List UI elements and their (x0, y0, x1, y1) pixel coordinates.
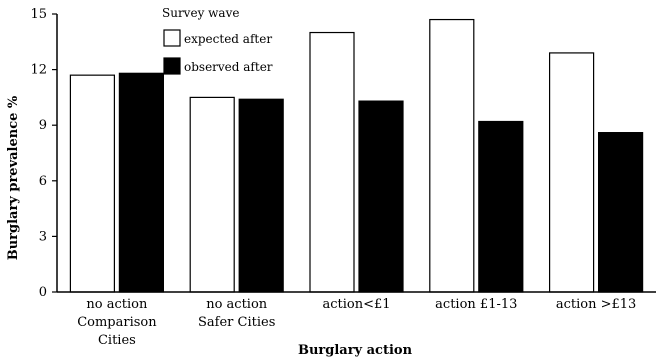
bar-expected (69, 74, 116, 293)
bar-observed (478, 120, 524, 293)
x-category-label-line: action<£1 (322, 297, 390, 312)
x-category-label: action >£13 (556, 297, 636, 312)
bars (69, 18, 644, 293)
x-category-label-line: no action (206, 297, 268, 312)
legend-swatch-expected (163, 29, 181, 47)
x-category-label-line: no action (86, 297, 148, 312)
x-category-label-line: Safer Cities (198, 315, 275, 330)
x-axis-category-labels: no action Comparison Cities no action Safer … (77, 297, 636, 348)
bar-expected (189, 96, 235, 293)
x-category-label-line: action >£13 (556, 297, 636, 312)
x-category-label: no action Safer Cities (198, 297, 275, 330)
bar-observed (238, 98, 284, 293)
legend-label-observed: observed after (184, 60, 273, 74)
x-category-label: action £1-13 (435, 297, 517, 312)
x-category-label-line: Cities (98, 333, 136, 348)
legend: Survey wave expected after observed afte… (162, 6, 273, 75)
x-category-label: action<£1 (322, 297, 390, 312)
y-tick-label: 15 (30, 7, 47, 22)
bar-expected (429, 18, 475, 293)
bar-observed (597, 132, 644, 293)
legend-label-expected: expected after (184, 32, 272, 46)
x-category-label-line: Comparison (77, 315, 157, 330)
y-tick-label: 0 (39, 285, 47, 300)
x-category-label-line: action £1-13 (435, 297, 517, 312)
legend-swatch-observed (163, 57, 181, 75)
y-tick-label: 9 (39, 118, 47, 133)
bar-expected (309, 31, 355, 293)
y-tick-label: 3 (39, 229, 47, 244)
y-axis-title: Burglary prevalence % (6, 95, 21, 260)
y-tick-label: 6 (39, 174, 47, 189)
x-axis-title: Burglary action (298, 343, 413, 358)
y-tick-label: 12 (30, 63, 47, 78)
y-axis-ticks: 0 3 6 9 12 15 (30, 7, 57, 300)
legend-title: Survey wave (162, 6, 239, 20)
bar-observed (118, 72, 165, 293)
x-category-label: no action Comparison Cities (77, 297, 157, 348)
bar-expected (548, 52, 595, 293)
bar-observed (358, 100, 404, 293)
